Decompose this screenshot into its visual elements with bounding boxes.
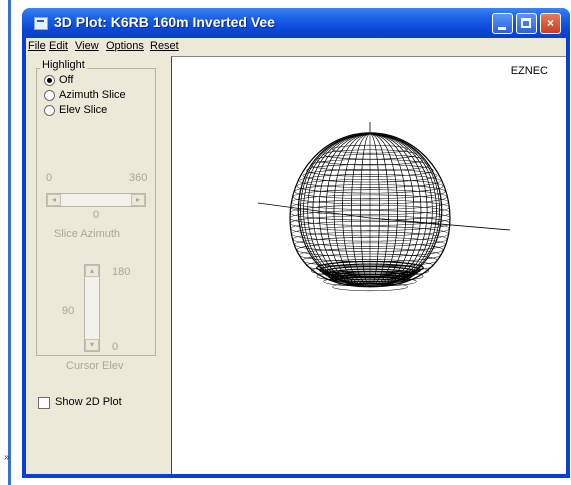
latitude-ring: [306, 164, 434, 177]
radio-elev-slice[interactable]: Elev Slice: [44, 104, 174, 118]
radio-off-indicator: [44, 75, 55, 86]
show-2d-plot-label: Show 2D Plot: [55, 396, 122, 408]
cursor-elev-mid: 90: [62, 305, 75, 317]
latitude-ring: [294, 184, 446, 199]
latitude-ring: [316, 154, 424, 166]
slice-azimuth-scrollbar[interactable]: ◂ ▸: [46, 193, 146, 207]
menu-bar: File Edit View Options Reset: [26, 38, 566, 56]
plot-window: 3D Plot: K6RB 160m Inverted Vee × File E…: [22, 8, 570, 478]
edge-glyph: »: [4, 452, 10, 463]
menu-reset[interactable]: Reset: [150, 40, 179, 52]
background-window-edge: »: [0, 0, 20, 485]
scroll-up-button[interactable]: ▴: [85, 265, 99, 277]
meridian-line: [360, 133, 371, 286]
maximize-icon: [521, 18, 531, 28]
slice-azimuth-caption: Slice Azimuth: [54, 228, 121, 240]
show-2d-plot-box: [38, 397, 50, 409]
meridian-line: [333, 133, 371, 286]
cursor-elev-bottom: 0: [112, 341, 119, 353]
show-2d-plot-checkbox[interactable]: Show 2D Plot: [38, 396, 168, 410]
meridian-line: [369, 133, 380, 286]
meridian-line: [369, 133, 407, 286]
close-icon: ×: [546, 16, 554, 30]
pattern-outline: [289, 132, 451, 288]
scroll-down-button[interactable]: ▾: [85, 339, 99, 351]
radio-off[interactable]: Off: [44, 74, 174, 88]
pattern-wireframe: [257, 122, 511, 292]
cursor-elev-scrollbar[interactable]: ▴ ▾: [84, 264, 100, 352]
slice-azimuth-value: 0: [93, 209, 100, 221]
highlight-group: [36, 68, 156, 356]
latitude-ring: [302, 169, 438, 183]
menu-file[interactable]: File: [28, 40, 46, 52]
lower-band-ring: [322, 266, 418, 279]
title-bar[interactable]: 3D Plot: K6RB 160m Inverted Vee ×: [22, 8, 570, 38]
meridian-line: [369, 133, 389, 286]
latitude-ring: [296, 242, 444, 257]
latitude-ring: [323, 149, 417, 160]
cursor-elev-top: 180: [112, 266, 131, 278]
menu-options[interactable]: Options: [106, 40, 144, 52]
window-icon[interactable]: [34, 17, 48, 30]
minimize-icon: [498, 27, 506, 30]
lower-band-ring: [334, 276, 406, 286]
radio-elev-label: Elev Slice: [59, 104, 108, 116]
meridian-line: [369, 133, 398, 286]
slice-azimuth-min: 0: [46, 172, 53, 184]
radio-azimuth-slice[interactable]: Azimuth Slice: [44, 89, 174, 103]
menu-edit[interactable]: Edit: [49, 40, 68, 52]
maximize-button[interactable]: [516, 13, 537, 34]
menu-view[interactable]: View: [75, 40, 99, 52]
latitude-ring: [299, 174, 441, 188]
radio-off-label: Off: [59, 74, 74, 86]
client-area: File Edit View Options Reset Highlight O…: [26, 38, 566, 474]
control-panel: Highlight Off Azimuth Slice Elev Slice 0…: [26, 56, 171, 474]
lower-band-ring: [331, 273, 409, 285]
cursor-elev-caption: Cursor Elev: [66, 360, 124, 372]
window-title: 3D Plot: K6RB 160m Inverted Vee: [54, 14, 275, 30]
background-window-border: [8, 0, 11, 485]
radio-azimuth-indicator: [44, 90, 55, 101]
close-button[interactable]: ×: [540, 13, 561, 34]
radio-azimuth-label: Azimuth Slice: [59, 89, 126, 101]
minimize-button[interactable]: [492, 13, 513, 34]
meridian-line: [342, 133, 371, 286]
slice-azimuth-max: 360: [129, 172, 148, 184]
scroll-right-button[interactable]: ▸: [131, 194, 145, 206]
plot-area[interactable]: EZNEC: [171, 56, 566, 474]
scroll-left-button[interactable]: ◂: [47, 194, 61, 206]
latitude-ring: [296, 179, 444, 194]
lower-band-ring: [325, 268, 415, 281]
meridian-line: [351, 133, 371, 286]
eznec-brand: EZNEC: [510, 65, 548, 77]
radio-elev-indicator: [44, 105, 55, 116]
lower-band-ring: [328, 271, 412, 283]
highlight-group-label: Highlight: [40, 59, 87, 71]
